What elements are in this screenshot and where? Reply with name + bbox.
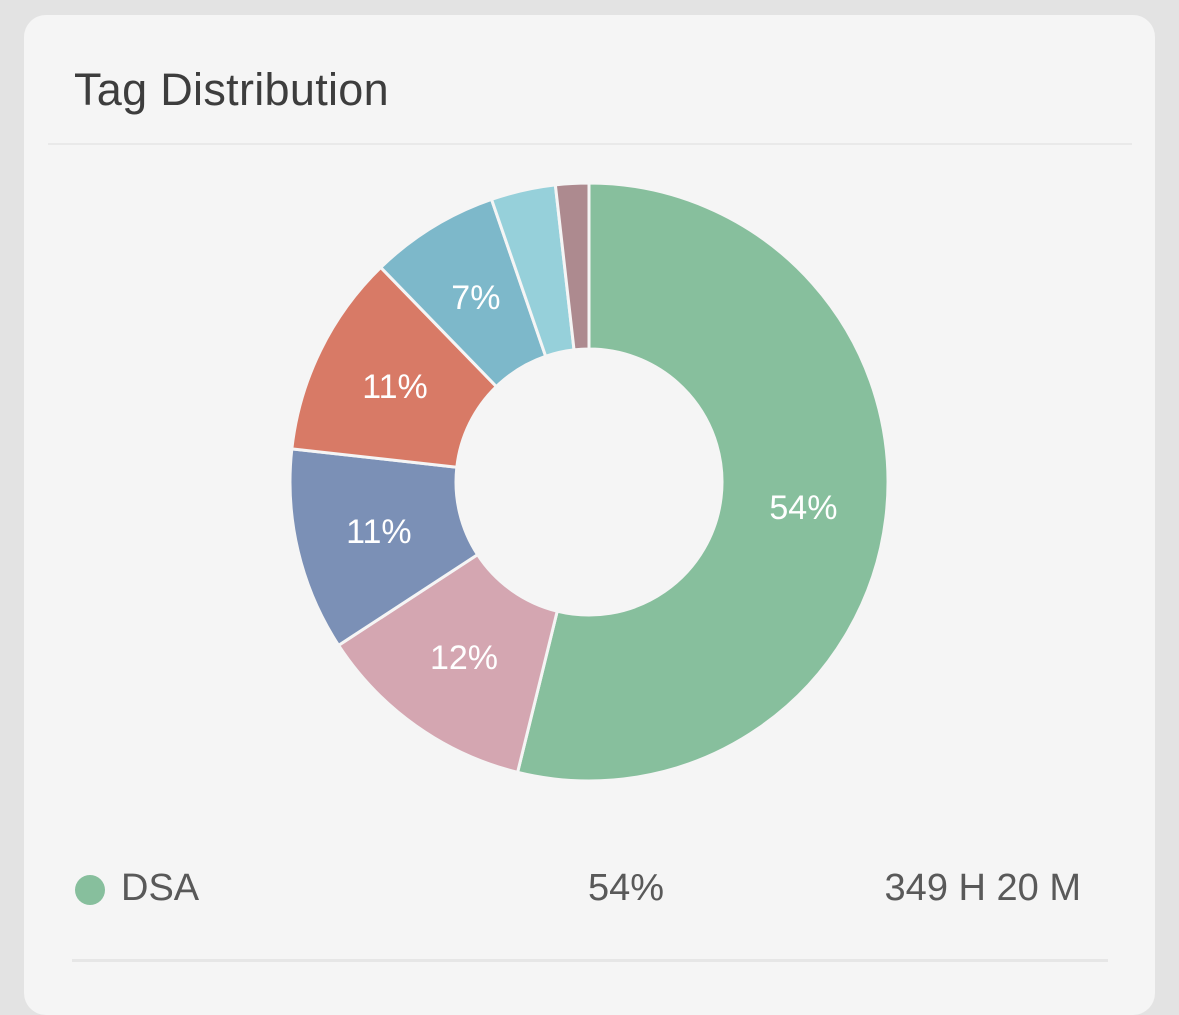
donut-slice-2[interactable]	[288, 447, 480, 647]
card-title: Tag Distribution	[74, 64, 389, 115]
title-divider	[48, 143, 1132, 145]
donut-slice-0[interactable]	[516, 181, 890, 783]
legend-item-name: DSA	[121, 867, 200, 909]
donut-slice-label-1: 12%	[430, 639, 498, 677]
legend-item-dsa[interactable]: DSA 54% 349 H 20 M	[24, 855, 1155, 925]
donut-labels: 54% 12% 11% 11% 7%	[346, 279, 837, 677]
legend-divider	[72, 959, 1108, 962]
donut-slice-label-3: 11%	[362, 368, 428, 406]
donut-slice-label-2: 11%	[346, 513, 412, 551]
donut-slice-1[interactable]	[337, 553, 559, 774]
legend-item-duration: 349 H 20 M	[884, 867, 1081, 909]
legend-item-percent: 54%	[588, 867, 665, 909]
donut-slice-label-0: 54%	[769, 489, 837, 527]
donut-slice-6[interactable]	[553, 181, 591, 352]
tag-distribution-card: Tag Distribution 54% 12% 11% 11% 7% DSA 54% …	[24, 15, 1155, 1015]
donut-chart: 54% 12% 11% 11% 7%	[288, 181, 890, 783]
legend-color-dot	[75, 875, 105, 905]
donut-slices	[288, 181, 890, 783]
donut-slice-label-4: 7%	[451, 279, 500, 317]
donut-slice-3[interactable]	[290, 265, 498, 469]
